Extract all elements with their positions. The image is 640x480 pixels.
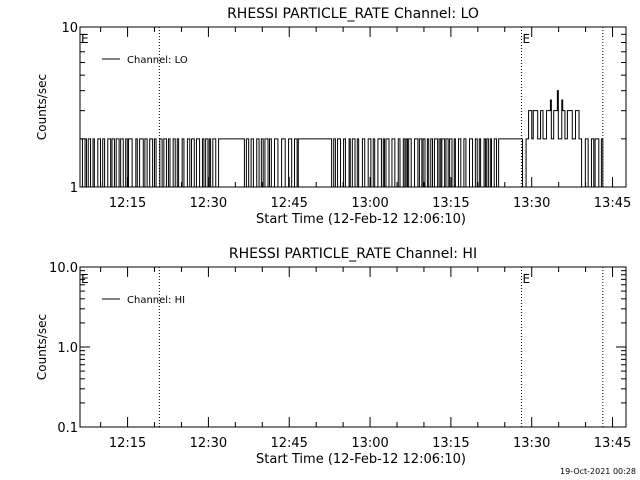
series-line-lo	[80, 90, 604, 188]
y-tick-label: 10.0	[49, 261, 78, 276]
legend-label: Channel: HI	[127, 295, 185, 306]
x-tick-label: 13:00	[351, 436, 388, 451]
x-tick-label: 13:45	[594, 196, 631, 211]
x-tick-label: 12:30	[190, 196, 227, 211]
legend-label: Channel: LO	[127, 55, 188, 66]
y-tick-label: 1.0	[57, 341, 78, 356]
x-tick-label: 13:00	[351, 196, 388, 211]
x-tick-label: 13:30	[513, 436, 550, 451]
x-tick-label: 12:30	[190, 436, 227, 451]
x-tick-label: 12:45	[270, 436, 307, 451]
x-tick-label: 13:30	[513, 196, 550, 211]
footer-timestamp: 19-Oct-2021 00:28	[560, 467, 636, 476]
x-tick-label: 12:15	[109, 436, 146, 451]
x-tick-label: 12:15	[109, 196, 146, 211]
x-tick-label: 12:45	[270, 196, 307, 211]
y-axis-label: Counts/sec	[35, 314, 49, 380]
hi-channel-panel: RHESSI PARTICLE_RATE Channel: HI 10.0 1.0 0…	[35, 246, 631, 467]
y-tick-label: 10	[61, 21, 78, 36]
x-axis-label: Start Time (12-Feb-12 12:06:10)	[256, 212, 466, 227]
y-tick-label: 1	[70, 181, 78, 196]
plot-frame	[79, 266, 627, 428]
x-tick-label: 13:15	[432, 436, 469, 451]
eclipse-marker: E	[522, 32, 530, 46]
y-tick-label: 0.1	[57, 421, 78, 436]
plot-frame	[79, 26, 627, 188]
eclipse-marker: E	[522, 272, 530, 286]
x-tick-label: 13:45	[594, 436, 631, 451]
lo-channel-panel: RHESSI PARTICLE_RATE Channel: LO 10 1 Count…	[35, 6, 631, 227]
eclipse-marker: E	[81, 32, 89, 46]
y-axis-label: Counts/sec	[35, 74, 49, 140]
x-axis-label: Start Time (12-Feb-12 12:06:10)	[256, 452, 466, 467]
chart-title: RHESSI PARTICLE_RATE Channel: LO	[227, 6, 479, 22]
eclipse-marker: E	[81, 272, 89, 286]
x-tick-label: 13:15	[432, 196, 469, 211]
chart-title: RHESSI PARTICLE_RATE Channel: HI	[229, 246, 477, 262]
